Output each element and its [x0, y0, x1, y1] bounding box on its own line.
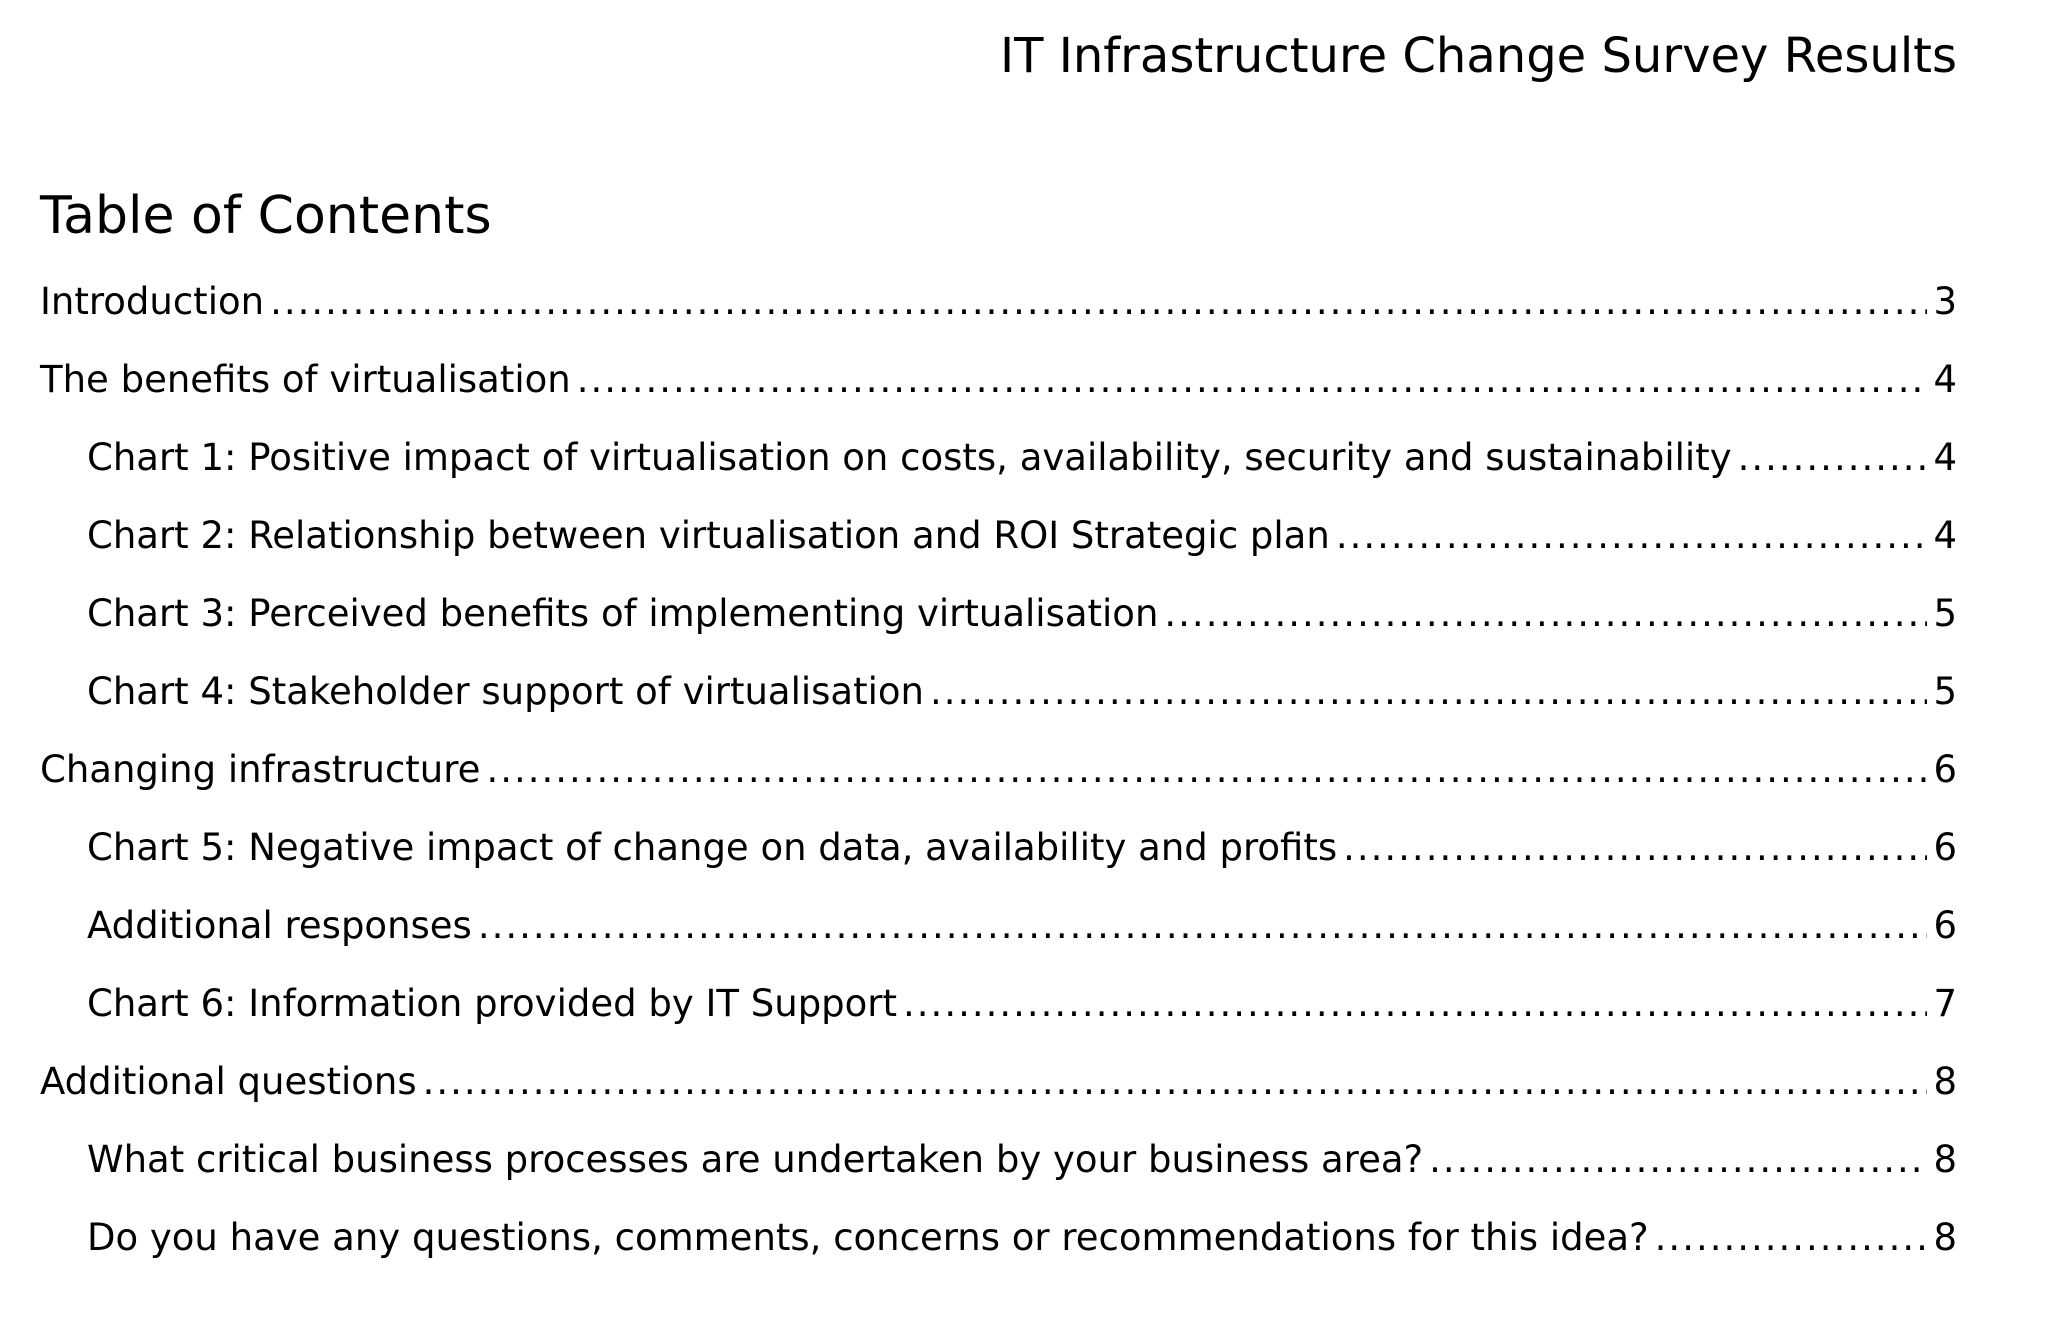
toc-leader-dots: ........................................… — [1429, 1138, 1928, 1181]
toc-entry-benefits-of-virtualisation[interactable]: The benefits of virtualisation .........… — [40, 358, 1957, 436]
toc-leader-dots: ........................................… — [1737, 436, 1928, 479]
toc-entry-label: Additional questions — [40, 1060, 417, 1103]
toc-entry-label: Chart 3: Perceived benefits of implement… — [87, 592, 1159, 635]
toc-entry-page: 4 — [1933, 436, 1957, 479]
toc-leader-dots: ........................................… — [576, 358, 1928, 401]
toc-entry-page: 4 — [1933, 358, 1957, 401]
toc-entry-page: 3 — [1933, 280, 1957, 323]
toc-entry-page: 6 — [1933, 748, 1957, 791]
toc-entry-page: 7 — [1933, 982, 1957, 1025]
toc-leader-dots: ........................................… — [477, 904, 1928, 947]
toc-entry-label: The benefits of virtualisation — [40, 358, 571, 401]
toc-leader-dots: ........................................… — [270, 280, 1927, 323]
toc-entry-changing-infrastructure[interactable]: Changing infrastructure ................… — [40, 748, 1957, 826]
toc-entry-label: Changing infrastructure — [40, 748, 481, 791]
toc-entry-label: What critical business processes are und… — [87, 1138, 1424, 1181]
toc-leader-dots: ........................................… — [903, 982, 1928, 1025]
toc-entry-label: Introduction — [40, 280, 265, 323]
toc-entry-chart-1[interactable]: Chart 1: Positive impact of virtualisati… — [40, 436, 1957, 514]
toc-leader-dots: ........................................… — [1335, 514, 1928, 557]
toc-leader-dots: ........................................… — [929, 670, 1927, 713]
toc-entry-critical-business-processes[interactable]: What critical business processes are und… — [40, 1138, 1957, 1216]
toc-entry-label: Chart 5: Negative impact of change on da… — [87, 826, 1338, 869]
toc-entry-additional-questions[interactable]: Additional questions ...................… — [40, 1060, 1957, 1138]
toc-list: Introduction ...........................… — [40, 280, 1957, 1294]
toc-entry-chart-3[interactable]: Chart 3: Perceived benefits of implement… — [40, 592, 1957, 670]
toc-heading: Table of Contents — [40, 186, 492, 246]
toc-entry-chart-4[interactable]: Chart 4: Stakeholder support of virtuali… — [40, 670, 1957, 748]
toc-leader-dots: ........................................… — [422, 1060, 1928, 1103]
toc-entry-questions-comments[interactable]: Do you have any questions, comments, con… — [40, 1216, 1957, 1294]
toc-entry-page: 5 — [1933, 670, 1957, 713]
toc-leader-dots: ........................................… — [1164, 592, 1928, 635]
toc-entry-label: Chart 1: Positive impact of virtualisati… — [87, 436, 1732, 479]
toc-entry-label: Chart 4: Stakeholder support of virtuali… — [87, 670, 924, 713]
toc-leader-dots: ........................................… — [486, 748, 1927, 791]
toc-entry-page: 8 — [1933, 1060, 1957, 1103]
toc-entry-chart-5[interactable]: Chart 5: Negative impact of change on da… — [40, 826, 1957, 904]
toc-leader-dots: ........................................… — [1343, 826, 1928, 869]
toc-leader-dots: ........................................… — [1654, 1216, 1928, 1259]
toc-entry-label: Do you have any questions, comments, con… — [87, 1216, 1649, 1259]
toc-entry-page: 6 — [1933, 904, 1957, 947]
toc-entry-label: Additional responses — [87, 904, 472, 947]
document-title: IT Infrastructure Change Survey Results — [999, 28, 1957, 84]
toc-entry-page: 8 — [1933, 1138, 1957, 1181]
toc-entry-page: 8 — [1933, 1216, 1957, 1259]
toc-entry-chart-6[interactable]: Chart 6: Information provided by IT Supp… — [40, 982, 1957, 1060]
toc-entry-label: Chart 2: Relationship between virtualisa… — [87, 514, 1330, 557]
toc-entry-chart-2[interactable]: Chart 2: Relationship between virtualisa… — [40, 514, 1957, 592]
toc-entry-page: 4 — [1933, 514, 1957, 557]
toc-entry-additional-responses[interactable]: Additional responses ...................… — [40, 904, 1957, 982]
toc-entry-page: 5 — [1933, 592, 1957, 635]
toc-entry-label: Chart 6: Information provided by IT Supp… — [87, 982, 898, 1025]
toc-entry-page: 6 — [1933, 826, 1957, 869]
toc-entry-introduction[interactable]: Introduction ...........................… — [40, 280, 1957, 358]
